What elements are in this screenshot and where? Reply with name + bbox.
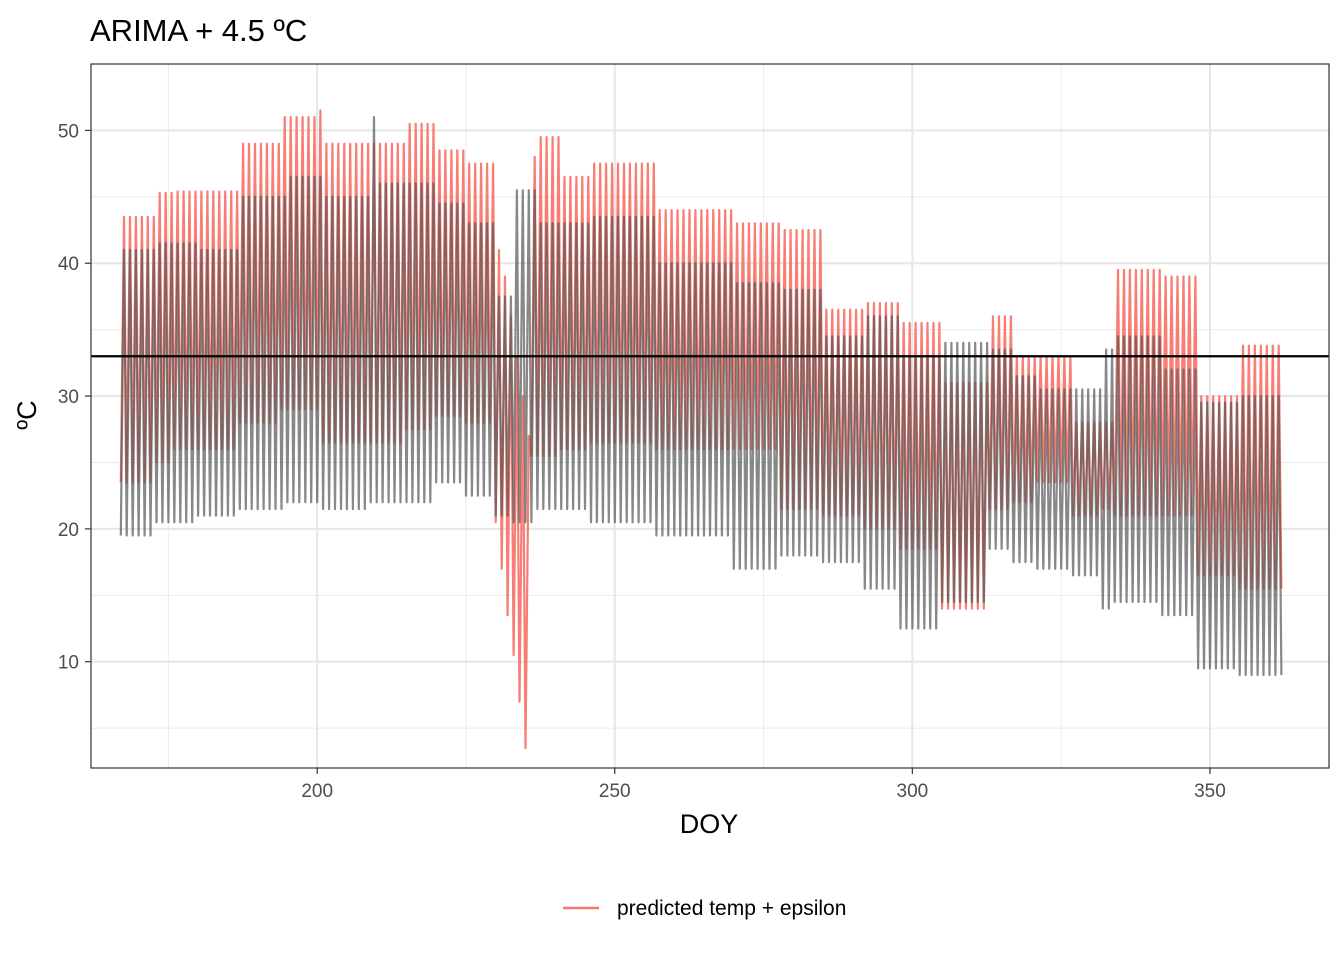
series-layer xyxy=(119,109,1283,750)
y-axis-title: ºC xyxy=(12,400,42,429)
y-tick-label: 50 xyxy=(58,121,79,142)
y-axis-ticks: 10 20 30 40 50 xyxy=(58,121,91,674)
x-tick-label: 350 xyxy=(1194,781,1226,802)
x-axis-title: DOY xyxy=(680,809,739,839)
x-tick-label: 300 xyxy=(897,781,929,802)
y-tick-label: 20 xyxy=(58,520,79,541)
x-tick-label: 250 xyxy=(599,781,631,802)
legend: predicted temp + epsilon xyxy=(563,897,846,920)
legend-label-predicted: predicted temp + epsilon xyxy=(617,897,846,920)
x-axis-ticks: 200 250 300 350 xyxy=(301,768,1226,802)
y-tick-label: 40 xyxy=(58,254,79,275)
panel-border xyxy=(90,63,1330,769)
y-tick-label: 10 xyxy=(58,653,79,674)
x-tick-label: 200 xyxy=(301,781,333,802)
chart-title: ARIMA + 4.5 ºC xyxy=(90,13,307,48)
y-tick-label: 30 xyxy=(58,387,79,408)
series-line-observed xyxy=(119,116,1283,677)
